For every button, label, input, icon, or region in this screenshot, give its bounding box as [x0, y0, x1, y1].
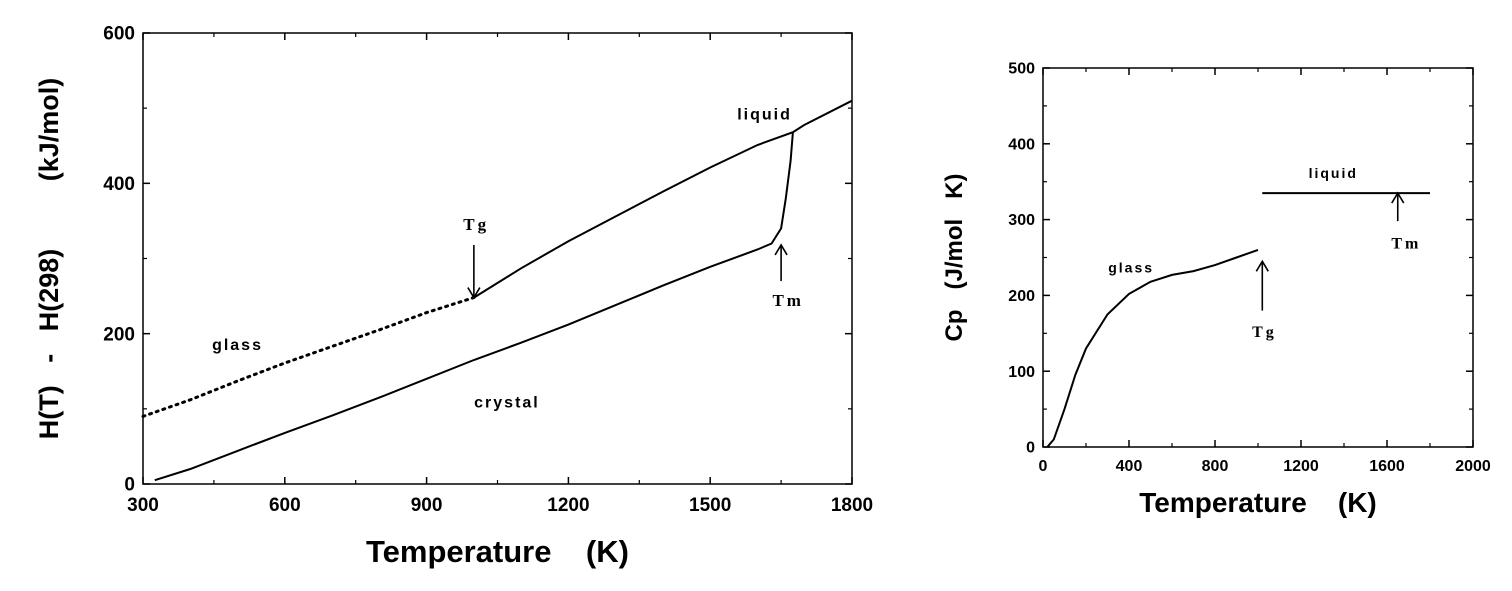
y-tick-label: 500: [1008, 61, 1035, 78]
y-tick-label: 300: [1008, 212, 1035, 229]
heat-capacity-chart: 0 400 800 1200 1600 2000 0 100 200 300 400 500 Tempe…: [941, 61, 1491, 518]
y-tick-label: 200: [103, 324, 135, 345]
series-line-glass: [1046, 248, 1259, 448]
x-tick-label: 300: [127, 495, 159, 516]
plot-frame: [1042, 67, 1474, 448]
x-tick-label: 600: [269, 495, 301, 516]
x-tick-label: 900: [411, 495, 443, 516]
arrowhead-Tg: [1255, 259, 1269, 272]
x-axis-title: Temperature (K): [366, 534, 629, 569]
y-tick-label: 400: [1008, 136, 1035, 153]
annotation-glass: glass: [1108, 260, 1154, 276]
x-tick-label: 0: [1039, 458, 1048, 475]
annotation-liquid: liquid: [737, 106, 792, 123]
y-axis-title: H(T) - H(298) (kJ/mol): [34, 78, 64, 440]
y-tick-label: 100: [1008, 364, 1035, 381]
x-tick-label: 400: [1116, 458, 1143, 475]
annotation-crystal: crystal: [474, 394, 540, 411]
y-tick-label: 200: [1008, 288, 1035, 305]
x-tick-label: 1800: [831, 495, 873, 516]
x-tick-label: 1600: [1369, 458, 1405, 475]
y-tick-label: 0: [1026, 440, 1035, 457]
annotation-glass: glass: [212, 337, 263, 354]
plot-frame: [142, 32, 853, 485]
x-tick-label: 2000: [1455, 458, 1491, 475]
annotation-liquid: liquid: [1309, 165, 1358, 181]
x-tick-label: 1200: [547, 495, 589, 516]
y-tick-label: 400: [103, 174, 135, 195]
arrowhead-Tg: [467, 287, 481, 300]
y-tick-label: 0: [124, 475, 135, 496]
enthalpy-chart: 300 600 900 1200 1500 1800 0 200 400 600 Temperatu…: [34, 24, 873, 569]
x-tick-label: 1500: [689, 495, 731, 516]
annotation-tm: Tm: [772, 291, 804, 310]
x-tick-label: 800: [1202, 458, 1229, 475]
series-line-crystal: [154, 132, 794, 482]
y-tick-label: 600: [103, 24, 135, 45]
annotation-tg: Tg: [1252, 324, 1277, 341]
series-line-glass: [141, 296, 476, 418]
series-line-liquid: [473, 99, 853, 299]
arrowhead-Tm: [1391, 191, 1405, 204]
x-tick-label: 1200: [1283, 458, 1319, 475]
annotation-tg: Tg: [463, 215, 489, 234]
annotation-tm: Tm: [1391, 235, 1421, 252]
x-axis-title: Temperature (K): [1139, 487, 1377, 518]
y-axis-title: Cp (J/mol K): [941, 174, 968, 342]
arrowhead-Tm: [774, 243, 788, 256]
